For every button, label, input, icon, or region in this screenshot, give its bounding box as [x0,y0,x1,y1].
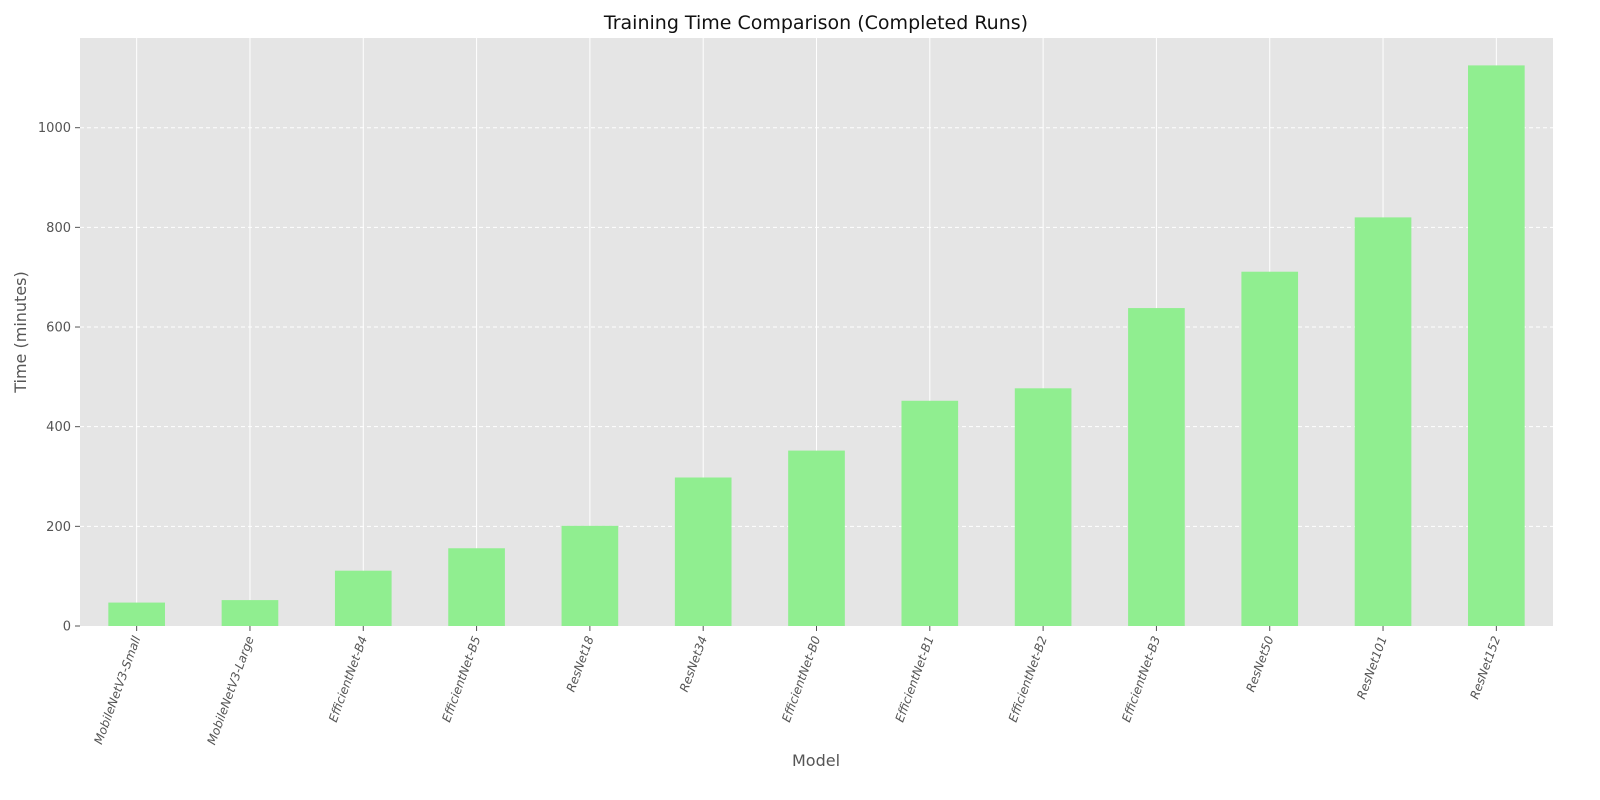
x-axis-label: Model [792,751,840,770]
y-axis-ticks: 0 200 400 600 800 1000 [38,121,80,635]
bar [901,400,959,626]
bar [334,570,392,626]
y-axis-label: Time (minutes) [11,271,30,394]
x-tick-label: MobileNetV3-Large [204,634,256,746]
x-tick-label: ResNet34 [677,634,710,694]
bar [561,525,619,626]
bar [448,548,505,626]
bar [1128,308,1185,626]
x-tick-label: ResNet152 [1467,634,1503,701]
bar [1468,65,1525,626]
chart-title: Training Time Comparison (Completed Runs… [603,12,1028,34]
bar [108,602,165,626]
y-tick-label: 1000 [38,121,71,136]
x-tick-label: EfficientNet-B4 [326,634,370,724]
bar [1241,271,1299,626]
bars [108,65,1525,626]
x-tick-label: ResNet101 [1354,634,1390,701]
x-tick-label: EfficientNet-B5 [439,634,483,724]
y-tick-label: 600 [46,321,71,336]
bar [674,477,732,626]
bar [788,450,845,626]
x-tick-label: EfficientNet-B1 [893,634,937,724]
x-tick-label: EfficientNet-B2 [1006,634,1050,724]
y-tick-label: 800 [46,221,71,236]
x-tick-label: MobileNetV3-Small [91,634,143,746]
x-tick-label: EfficientNet-B0 [779,634,823,724]
bar [1354,217,1412,626]
y-tick-label: 200 [46,520,71,535]
x-tick-label: ResNet18 [564,634,597,694]
x-tick-label: EfficientNet-B3 [1119,634,1163,724]
x-axis-ticks: MobileNetV3-Small MobileNetV3-Large Effici… [91,626,1503,747]
x-tick-label: ResNet50 [1243,634,1276,694]
y-tick-label: 0 [63,620,71,635]
bar [1014,388,1072,626]
y-tick-label: 400 [46,420,71,435]
bar [221,600,279,626]
